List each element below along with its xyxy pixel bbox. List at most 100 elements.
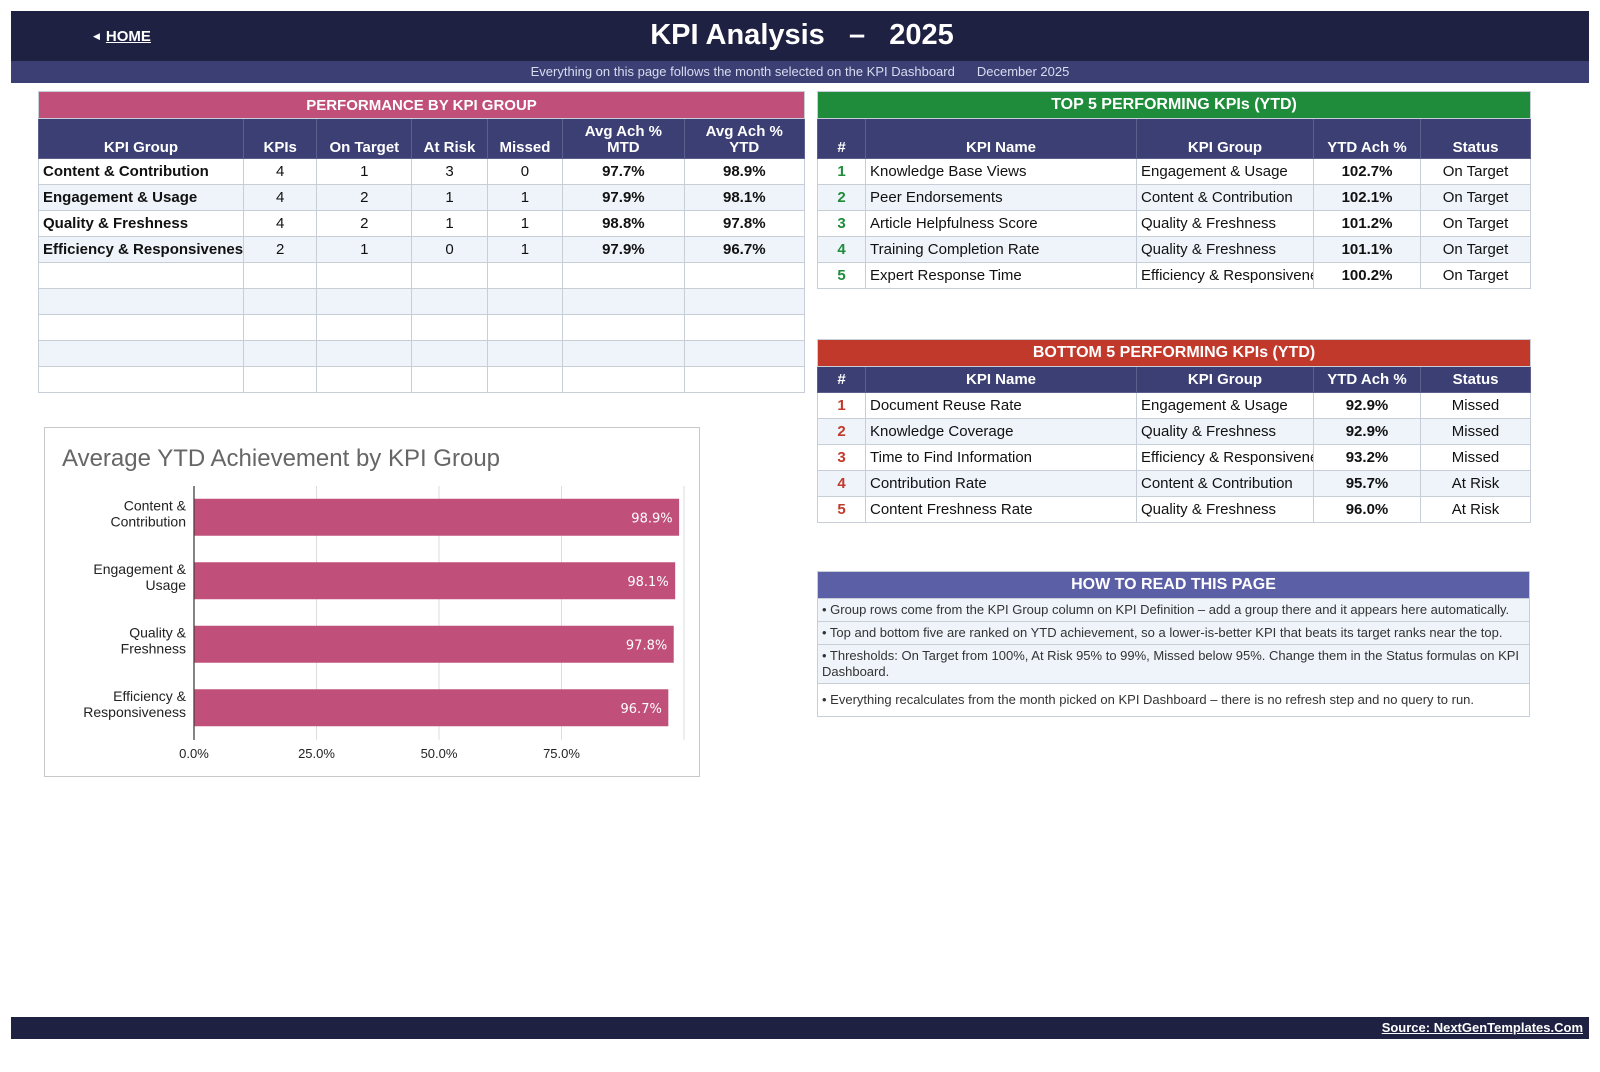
table-cell: 4 (242, 210, 318, 237)
kpi-group-cell: Engagement & Usage (1136, 158, 1314, 185)
status-cell: On Target (1419, 262, 1532, 289)
column-header: Missed (486, 118, 564, 159)
kpi-name-cell: Knowledge Coverage (865, 418, 1137, 445)
bar-data-label: 96.7% (621, 702, 662, 717)
empty-cell (242, 314, 318, 341)
empty-cell (562, 262, 685, 289)
column-header: Avg Ach % YTD (683, 118, 806, 159)
ytd-ach-cell: 101.2% (1313, 210, 1421, 237)
kpi-name-cell: Knowledge Base Views (865, 158, 1137, 185)
rank-cell: 5 (817, 262, 866, 289)
table-cell: 96.7% (683, 236, 806, 263)
ytd-ach-cell: 100.2% (1313, 262, 1421, 289)
table-cell: 98.9% (683, 158, 806, 185)
empty-row (38, 262, 806, 289)
empty-cell (316, 314, 413, 341)
kpi-group-cell: Quality & Freshness (1136, 236, 1314, 263)
kpi-group-cell: Content & Contribution (1136, 184, 1314, 211)
table-row: 3 Time to Find Information Efficiency & Re… (817, 444, 1532, 471)
chart-canvas: 0.0% 25.0% 50.0% 75.0% 98.9% Content &Contrib… (83, 486, 685, 761)
ytd-ach-cell: 101.1% (1313, 236, 1421, 263)
kpi-name-cell: Article Helpfulness Score (865, 210, 1137, 237)
how-to-item: • Group rows come from the KPI Group col… (818, 598, 1529, 621)
empty-cell (683, 262, 806, 289)
empty-cell (411, 366, 488, 393)
empty-cell (316, 366, 413, 393)
rank-cell: 1 (817, 158, 866, 185)
bar (194, 689, 669, 727)
empty-cell (316, 288, 413, 315)
column-header: KPI Name (865, 118, 1137, 159)
table-row: Efficiency & Responsiveness 2 1 0 1 97.9% 96.7… (38, 236, 806, 263)
empty-cell (38, 366, 244, 393)
ytd-ach-cell: 96.0% (1313, 496, 1421, 523)
ytd-ach-cell: 102.1% (1313, 184, 1421, 211)
footer-bar: Source: NextGenTemplates.Com (11, 1017, 1589, 1039)
top5-band-title: TOP 5 PERFORMING KPIs (YTD) (816, 91, 1532, 119)
table-cell: 3 (411, 158, 488, 185)
category-label: Contribution (111, 513, 187, 529)
subtitle-text: Everything on this page follows the mont… (530, 64, 955, 79)
empty-cell (486, 340, 564, 367)
table-row: Engagement & Usage 4 2 1 1 97.9% 98.1% (38, 184, 806, 211)
table-row: 1 Knowledge Base Views Engagement & Usage 1… (817, 158, 1532, 185)
category-label: Engagement & (93, 561, 186, 577)
column-header: KPI Group (38, 118, 244, 159)
status-cell: At Risk (1419, 496, 1532, 523)
empty-cell (242, 340, 318, 367)
selected-month: December 2025 (976, 64, 1070, 79)
empty-cell (38, 262, 244, 289)
category-label: Usage (146, 577, 187, 593)
table-row: 3 Article Helpfulness Score Quality & Fres… (817, 210, 1532, 237)
empty-cell (242, 262, 318, 289)
kpi-group-cell: Content & Contribution (1136, 470, 1314, 497)
bar (194, 562, 676, 600)
column-header: KPI Group (1136, 118, 1314, 159)
table-cell: 4 (242, 158, 318, 185)
how-to-title: HOW TO READ THIS PAGE (818, 572, 1529, 598)
empty-cell (38, 288, 244, 315)
home-link[interactable]: ◀ HOME (93, 28, 151, 45)
kpi-group-cell: Content & Contribution (38, 158, 244, 185)
empty-cell (411, 262, 488, 289)
performance-table: PERFORMANCE BY KPI GROUP KPI Group KPIs On … (38, 91, 806, 393)
empty-row (38, 340, 806, 367)
table-cell: 97.7% (562, 158, 685, 185)
rank-cell: 1 (817, 392, 866, 419)
status-cell: Missed (1419, 392, 1532, 419)
ytd-ach-cell: 102.7% (1313, 158, 1421, 185)
column-header: KPI Group (1136, 366, 1314, 393)
column-header: At Risk (411, 118, 488, 159)
rank-cell: 4 (817, 470, 866, 497)
ytd-ach-cell: 93.2% (1313, 444, 1421, 471)
empty-cell (242, 288, 318, 315)
bar (194, 625, 674, 663)
how-to-item: • Thresholds: On Target from 100%, At Ri… (818, 644, 1529, 683)
bar-data-label: 97.8% (626, 638, 667, 653)
status-cell: On Target (1419, 158, 1532, 185)
page-title: KPI Analysis – 2025 (650, 19, 954, 51)
top-bar: ◀ HOME KPI Analysis – 2025 (11, 11, 1589, 61)
table-cell: 1 (486, 236, 564, 263)
empty-row (38, 314, 806, 341)
bar-data-label: 98.9% (631, 511, 672, 526)
table-cell: 0 (411, 236, 488, 263)
x-tick-label: 0.0% (179, 746, 209, 761)
table-cell: 1 (486, 184, 564, 211)
performance-band-title: PERFORMANCE BY KPI GROUP (38, 91, 805, 119)
empty-cell (316, 340, 413, 367)
source-link[interactable]: Source: NextGenTemplates.Com (1381, 1020, 1583, 1035)
kpi-name-cell: Training Completion Rate (865, 236, 1137, 263)
column-header: Avg Ach % MTD (562, 118, 685, 159)
table-cell: 97.9% (562, 236, 685, 263)
rank-cell: 2 (817, 418, 866, 445)
status-cell: On Target (1419, 210, 1532, 237)
top5-table: TOP 5 PERFORMING KPIs (YTD) # KPI Name KPI … (816, 91, 1532, 289)
bar (194, 498, 680, 536)
kpi-name-cell: Peer Endorsements (865, 184, 1137, 211)
ytd-ach-cell: 95.7% (1313, 470, 1421, 497)
table-cell: 97.8% (683, 210, 806, 237)
table-cell: 97.9% (562, 184, 685, 211)
table-row: 4 Contribution Rate Content & Contribution… (817, 470, 1532, 497)
kpi-group-cell: Quality & Freshness (1136, 210, 1314, 237)
